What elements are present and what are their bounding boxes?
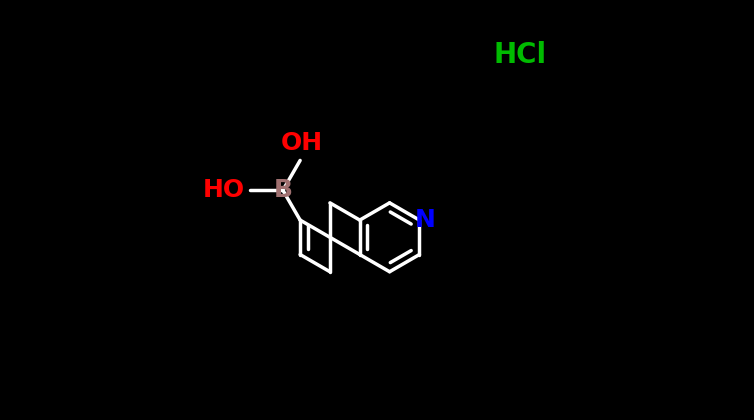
- Text: OH: OH: [281, 131, 323, 155]
- Text: HO: HO: [203, 178, 245, 202]
- Text: B: B: [274, 178, 293, 202]
- Text: N: N: [415, 208, 435, 232]
- Text: HCl: HCl: [493, 41, 547, 68]
